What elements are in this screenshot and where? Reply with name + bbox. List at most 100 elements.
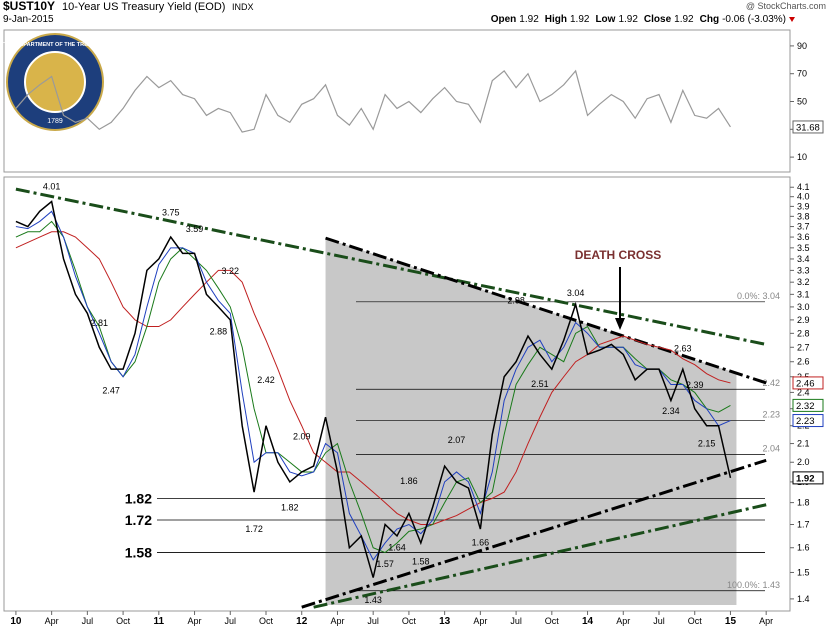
annotation-group: 4.01 2.81 2.47 3.75 3.59 3.22 2.88 2.42 2.09 1.72… <box>43 182 716 605</box>
rsi-panel <box>3 29 791 173</box>
x-tick-label: Apr <box>759 616 773 626</box>
value-tag <box>792 120 824 134</box>
trendline <box>15 187 767 346</box>
logo-year: 1789 <box>47 118 63 125</box>
level-group: 1.82 1.72 1.58 0.0%: 3.04 2.42 2.23 2.04 100.0%… <box>125 291 780 592</box>
exchange: INDX <box>232 2 254 12</box>
point-label: 2.88 <box>210 327 228 337</box>
quote-value: 1.92 <box>570 14 590 25</box>
point-label: 4.01 <box>43 182 61 192</box>
fib-label: 2.23 <box>762 410 780 420</box>
y-tick-label: 2.9 <box>797 315 810 325</box>
point-label: 2.51 <box>531 379 549 389</box>
callout-arrowhead <box>615 318 625 330</box>
quote-value: 1.92 <box>618 14 638 25</box>
point-label: 1.86 <box>400 476 418 486</box>
x-tick-label: Jul <box>82 616 94 626</box>
point-label: 2.47 <box>102 385 120 395</box>
quote-label: Chg <box>700 14 719 25</box>
down-arrow <box>789 17 795 22</box>
logo-text: THE DEPARTMENT OF THE TREASURY <box>3 42 107 48</box>
quote-label: Open <box>491 14 517 25</box>
series-line <box>15 231 731 526</box>
value-tag-label: 31.68 <box>796 122 820 133</box>
fib-label: 100.0%: 1.43 <box>727 580 780 590</box>
value-tag-label: 2.23 <box>796 416 815 427</box>
rsi-tick-label: 10 <box>797 152 807 162</box>
x-tick-label: Jul <box>653 616 665 626</box>
x-tick-label: 14 <box>582 616 594 626</box>
point-label: 1.57 <box>376 559 394 569</box>
credit: @ StockCharts.com <box>746 1 826 11</box>
rsi-tick-label: 50 <box>797 97 807 107</box>
x-tick-label: Apr <box>45 616 59 626</box>
y-tick-label: 3.3 <box>797 265 810 275</box>
y-tick-label: 2.8 <box>797 328 810 338</box>
point-label: 2.09 <box>293 431 311 441</box>
fib-label: 0.0%: 3.04 <box>737 291 780 301</box>
y-tick-label: 3.0 <box>797 302 810 312</box>
x-tick-label: Apr <box>188 616 202 626</box>
y-tick-label: 3.6 <box>797 232 810 242</box>
chart-title: 10-Year US Treasury Yield (EOD) <box>62 1 225 13</box>
y-tick-label: 2.4 <box>797 387 810 397</box>
point-label: 3.59 <box>186 224 204 234</box>
point-label: 2.42 <box>257 375 275 385</box>
value-tag <box>792 376 824 390</box>
x-tick-label: Oct <box>688 616 703 626</box>
x-tick-label: 13 <box>439 616 451 626</box>
quote-value: 1.92 <box>674 14 694 25</box>
trendline <box>301 458 767 609</box>
point-label: 1.66 <box>472 538 490 548</box>
y-tick-label: 1.5 <box>797 567 810 577</box>
value-tag-label: 2.32 <box>796 401 815 412</box>
x-tick-label: 11 <box>154 616 165 626</box>
x-tick-label: Jul <box>225 616 237 626</box>
y-tick-label: 2.0 <box>797 457 810 467</box>
axis-group: 1.41.51.61.71.81.92.02.12.22.32.42.52.62… <box>10 41 824 626</box>
value-tag-label: 1.92 <box>796 473 815 484</box>
point-label: 1.72 <box>245 524 263 534</box>
line-group <box>15 200 732 578</box>
treasury-logo: THE DEPARTMENT OF THE TREASURY 1789 <box>3 33 107 131</box>
date: 9-Jan-2015 <box>3 14 54 25</box>
rsi-group <box>15 69 731 133</box>
y-tick-label: 1.8 <box>797 498 810 508</box>
y-tick-label: 3.9 <box>797 201 810 211</box>
y-tick-label: 4.1 <box>797 182 810 192</box>
y-tick-label: 3.7 <box>797 222 810 232</box>
trendline <box>325 236 767 385</box>
value-tag <box>792 398 824 412</box>
shade-group <box>325 238 737 605</box>
x-tick-label: Jul <box>510 616 522 626</box>
quote-value: 1.92 <box>519 14 539 25</box>
trend-group <box>15 187 767 609</box>
point-label: 1.58 <box>412 557 430 567</box>
callout: DEATH CROSS <box>575 248 661 262</box>
series-line <box>15 210 731 561</box>
point-label: 2.34 <box>662 406 680 416</box>
support-label: 1.72 <box>125 512 152 528</box>
y-tick-label: 3.4 <box>797 254 810 264</box>
value-tag-label: 2.46 <box>796 378 815 389</box>
point-label: 2.39 <box>686 380 704 390</box>
fib-label: 2.42 <box>762 378 780 388</box>
series-line <box>15 200 732 578</box>
y-tick-label: 4.0 <box>797 192 810 202</box>
y-tick-label: 2.1 <box>797 439 810 449</box>
support-label: 1.58 <box>125 545 152 561</box>
y-tick-label: 3.2 <box>797 277 810 287</box>
rsi-tick-label: 70 <box>797 69 807 79</box>
x-tick-label: Oct <box>402 616 417 626</box>
x-tick-label: Oct <box>116 616 131 626</box>
trendline <box>313 503 767 609</box>
rsi-tick-label: 90 <box>797 41 807 51</box>
point-label: 3.04 <box>567 288 585 298</box>
quote: Open 1.92 High 1.92 Low 1.92 Close 1.92 Chg -0.06… <box>491 14 786 25</box>
quote-label: Close <box>644 14 672 25</box>
x-tick-label: Apr <box>616 616 630 626</box>
point-label: 3.22 <box>222 266 240 276</box>
y-tick-label: 3.1 <box>797 289 810 299</box>
